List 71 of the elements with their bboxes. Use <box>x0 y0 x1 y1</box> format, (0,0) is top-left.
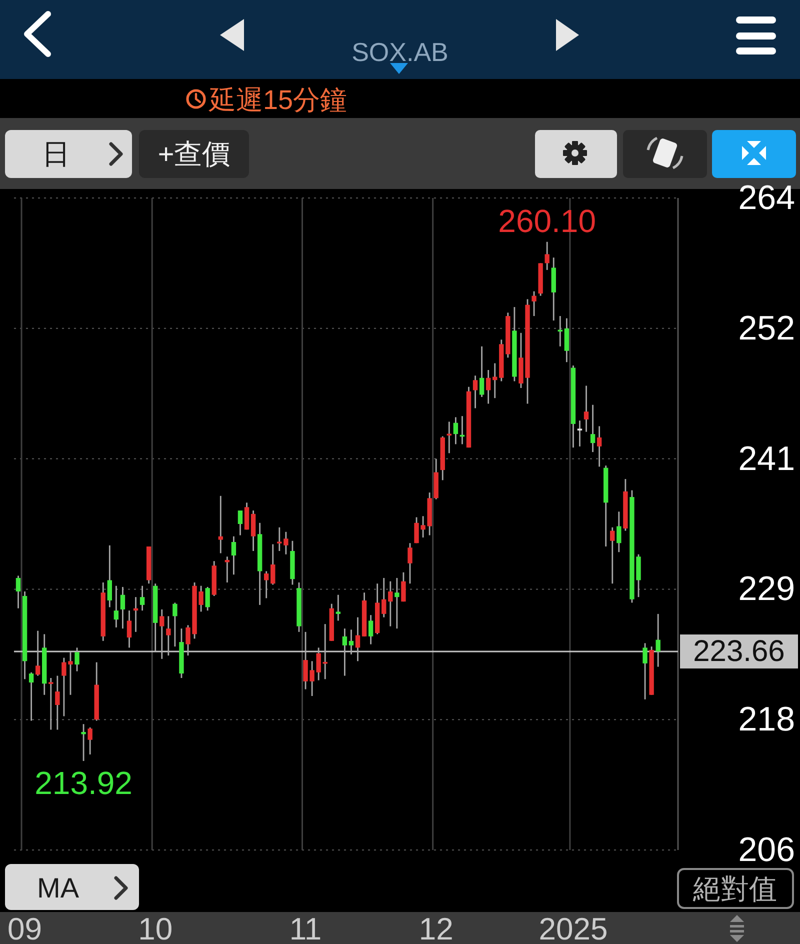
annotation: 213.92 <box>34 764 132 801</box>
candlestick <box>140 585 145 612</box>
candlestick <box>88 726 92 756</box>
candlestick <box>401 572 406 602</box>
candlestick <box>492 362 498 399</box>
y-tick-label: 206 <box>738 831 795 869</box>
y-tick-label: 241 <box>738 440 795 478</box>
candlestick <box>577 420 582 448</box>
y-tick-label: 229 <box>738 570 795 608</box>
candlestick <box>479 346 484 398</box>
candlestick <box>616 510 622 553</box>
candlestick <box>205 586 210 612</box>
candlestick <box>394 577 400 630</box>
candlestick <box>590 404 596 453</box>
candlestick <box>55 675 60 730</box>
annotation: 260.10 <box>498 202 596 239</box>
candlestick <box>74 646 80 672</box>
candlestick <box>486 369 491 404</box>
text: MA <box>37 872 80 904</box>
candlestick <box>231 536 236 576</box>
candlestick <box>120 586 126 630</box>
candlestick <box>532 290 536 317</box>
candlestick <box>342 628 348 676</box>
x-tick-label: 11 <box>289 912 322 944</box>
candlestick <box>81 723 86 762</box>
y-tick-label: 218 <box>738 700 795 739</box>
candlestick <box>250 510 256 552</box>
candlestick <box>453 416 458 445</box>
chart-subtitle: SOX.AB <box>352 37 448 67</box>
candlestick <box>642 642 648 700</box>
y-tick-label: 264 <box>738 179 795 217</box>
candlestick <box>48 677 54 730</box>
candlestick <box>16 575 21 610</box>
text: 延遲15分鐘 <box>208 85 348 115</box>
ref-line-label: 223.66 <box>693 634 785 668</box>
candlestick <box>584 385 589 433</box>
candlestick <box>126 610 132 648</box>
candlestick <box>160 608 164 660</box>
candlestick <box>368 614 374 645</box>
candlestick <box>244 502 250 530</box>
x-tick-label: 10 <box>138 912 173 944</box>
candlestick <box>388 580 393 627</box>
candlestick <box>408 542 412 584</box>
candlestick <box>610 526 615 584</box>
candlestick <box>114 585 119 628</box>
candlestick <box>264 570 269 599</box>
x-tick-label: 12 <box>418 912 454 944</box>
candlestick <box>166 615 171 656</box>
candlestick <box>596 426 602 468</box>
candlestick <box>172 602 178 648</box>
candlestick <box>107 544 112 608</box>
candlestick <box>656 613 660 668</box>
y-tick-label: 252 <box>738 309 795 348</box>
candlestick <box>382 577 386 618</box>
candlestick <box>544 241 550 271</box>
candlestick <box>472 374 478 409</box>
x-tick-label: 2025 <box>538 912 608 944</box>
candlestick <box>270 544 276 586</box>
x-tick-label: 09 <box>8 912 42 944</box>
candlestick <box>446 421 452 454</box>
candlestick <box>558 315 562 348</box>
candlestick <box>564 318 570 363</box>
candlestick <box>348 628 354 656</box>
text: +查價 <box>158 138 230 170</box>
text: 絕對值 <box>692 874 777 904</box>
candlestick <box>355 616 360 662</box>
candlestick <box>28 672 34 722</box>
text: 日 <box>42 138 70 170</box>
candlestick <box>238 510 243 536</box>
candlestick <box>35 630 40 676</box>
candlestick <box>336 594 341 622</box>
